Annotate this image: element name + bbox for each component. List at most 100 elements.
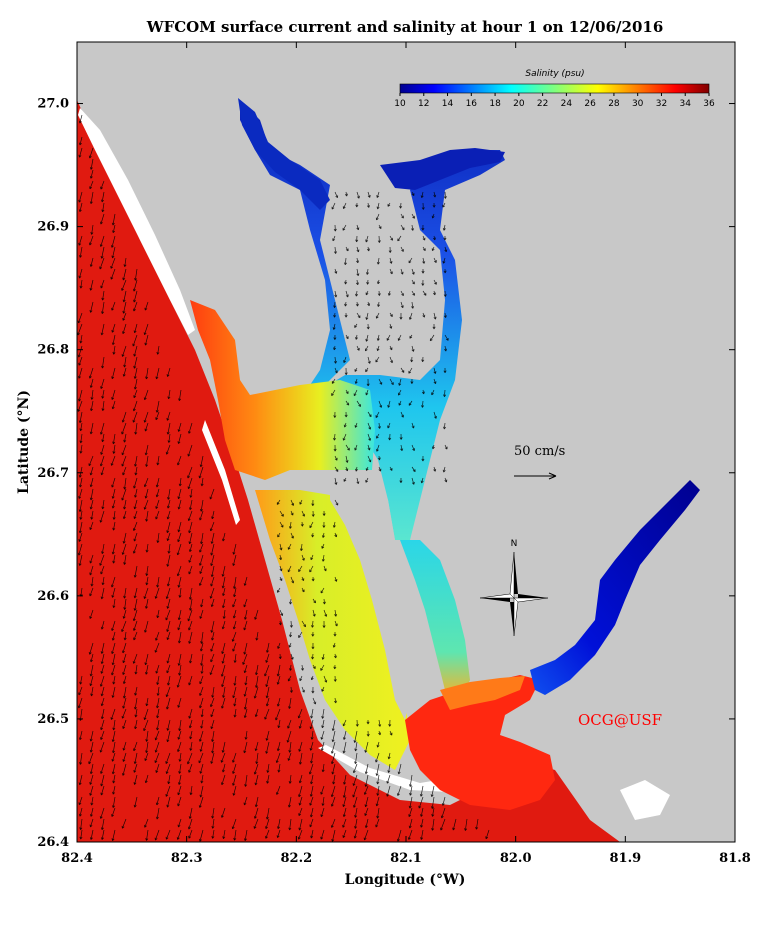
current-vector xyxy=(167,774,171,785)
current-vector xyxy=(367,301,371,307)
current-vector xyxy=(421,389,425,395)
current-vector xyxy=(101,191,105,203)
myakka-river xyxy=(238,98,330,210)
current-vector xyxy=(100,785,105,796)
current-vector xyxy=(199,499,204,512)
current-vector xyxy=(422,290,427,296)
current-vector xyxy=(288,818,292,831)
current-vector xyxy=(166,532,171,542)
current-vector xyxy=(353,796,358,808)
current-vector xyxy=(78,411,83,424)
current-vector xyxy=(111,301,116,311)
current-vector xyxy=(89,565,94,576)
current-vector xyxy=(265,697,270,707)
current-vector xyxy=(443,312,447,318)
current-vector xyxy=(432,323,436,330)
current-vector xyxy=(366,246,370,252)
current-vector xyxy=(333,675,337,682)
current-vector xyxy=(188,829,193,839)
current-vector xyxy=(342,730,347,740)
current-vector xyxy=(320,587,325,594)
current-vector xyxy=(387,763,391,773)
colorbar-tick-label: 24 xyxy=(561,99,573,109)
current-vector xyxy=(143,477,149,488)
current-vector xyxy=(266,763,270,773)
current-vector xyxy=(221,576,226,589)
current-vector xyxy=(122,367,127,377)
current-vector xyxy=(400,268,404,275)
current-vector xyxy=(334,499,339,506)
current-vector xyxy=(421,279,425,286)
current-vector xyxy=(154,730,160,741)
current-vector xyxy=(100,587,105,600)
current-vector xyxy=(310,675,314,681)
current-vector xyxy=(122,466,127,476)
current-vector xyxy=(334,609,338,617)
current-vector xyxy=(377,235,381,243)
current-vector xyxy=(166,730,171,743)
current-vector xyxy=(288,774,292,784)
current-vector xyxy=(188,763,193,773)
current-vector xyxy=(121,455,127,467)
current-vector xyxy=(199,829,204,842)
current-vector xyxy=(210,532,215,544)
current-vector xyxy=(111,664,116,676)
current-vector xyxy=(100,708,105,720)
current-vector xyxy=(156,708,160,719)
current-vector xyxy=(199,543,204,553)
current-vector xyxy=(243,620,248,631)
current-vector xyxy=(100,444,105,455)
current-vector xyxy=(90,686,94,697)
current-vector xyxy=(210,576,215,587)
current-vector xyxy=(133,774,138,785)
current-vector xyxy=(77,400,83,412)
current-vector xyxy=(211,741,215,754)
current-vector xyxy=(344,301,348,307)
current-vector xyxy=(156,719,160,731)
current-vector xyxy=(310,774,314,785)
current-vector xyxy=(122,323,127,335)
current-vector xyxy=(364,741,369,753)
current-vector xyxy=(354,752,358,765)
current-vector xyxy=(209,521,215,532)
current-vector xyxy=(388,433,392,441)
current-vector xyxy=(389,268,393,275)
y-tick-label: 27.0 xyxy=(37,97,69,112)
current-vector xyxy=(198,576,204,586)
current-vector xyxy=(410,356,414,363)
current-vector xyxy=(79,433,83,444)
current-vector xyxy=(101,290,105,301)
current-vector xyxy=(409,312,413,320)
current-vector xyxy=(323,675,328,683)
current-vector xyxy=(298,774,303,784)
colorbar-tick-label: 32 xyxy=(656,99,667,109)
current-vector xyxy=(253,818,259,829)
current-vector xyxy=(89,675,94,687)
current-vector xyxy=(221,642,226,655)
current-vector xyxy=(376,202,380,210)
current-vector xyxy=(421,356,425,363)
current-vector xyxy=(112,719,116,731)
current-vector xyxy=(133,499,138,510)
current-vector xyxy=(321,543,325,549)
current-vector xyxy=(289,664,293,671)
current-vector xyxy=(364,763,369,775)
current-vector xyxy=(166,719,171,731)
current-vector xyxy=(232,774,237,786)
scale-arrow-label: 50 cm/s xyxy=(514,444,565,459)
current-vector xyxy=(464,818,468,831)
current-vector xyxy=(331,752,336,765)
current-vector xyxy=(123,554,127,565)
current-vector xyxy=(408,257,413,264)
current-vector xyxy=(222,829,226,839)
current-vector xyxy=(376,433,380,439)
current-vector xyxy=(333,433,337,441)
current-vector xyxy=(233,829,237,841)
current-vector xyxy=(89,158,94,170)
current-vector xyxy=(155,411,160,421)
current-vector xyxy=(112,675,116,685)
current-vector xyxy=(111,686,116,698)
current-vector xyxy=(154,752,160,764)
colorbar-tick-label: 36 xyxy=(703,99,715,109)
current-vector xyxy=(431,213,435,219)
